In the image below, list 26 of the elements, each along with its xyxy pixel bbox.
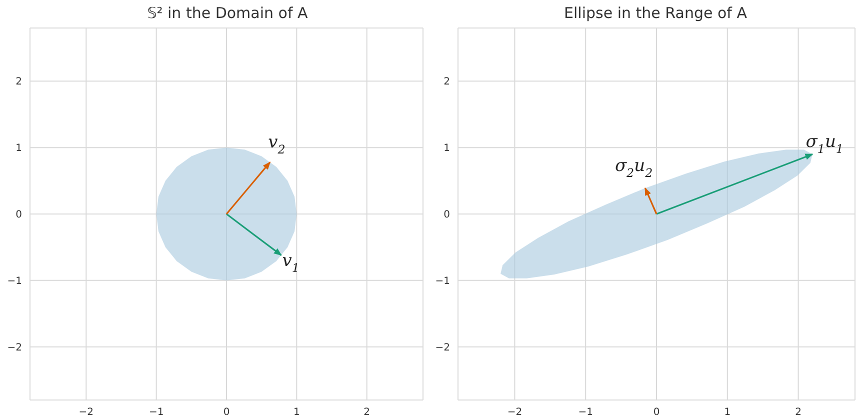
chart-title: Ellipse in the Range of A [563,4,748,22]
series-label: v$_{1}$ [282,251,300,275]
chart-title: 𝕊² in the Domain of A [146,4,309,22]
y-tick-label: 2 [16,76,22,88]
y-tick-label: 2 [444,76,450,88]
x-tick-label: 1 [293,407,300,418]
y-tick-label: −1 [435,276,450,287]
x-tick-label: 2 [364,407,370,418]
series-label: σ$_{2}$u$_{2}$ [614,156,653,180]
y-tick-label: 0 [16,210,22,221]
y-tick-label: −1 [7,276,22,287]
x-tick-label: 2 [795,407,802,418]
x-tick-label: 0 [653,407,660,418]
x-tick-label: −1 [148,407,164,418]
y-tick-label: −2 [7,342,22,354]
y-tick-label: −2 [435,342,450,354]
x-tick-label: −2 [507,407,522,418]
series-label: v$_{2}$ [268,132,286,157]
y-tick-label: 0 [444,210,450,221]
y-tick-label: 1 [444,143,450,154]
x-tick-label: −2 [78,407,94,418]
x-tick-label: −1 [578,407,593,418]
x-tick-label: 0 [223,407,230,418]
y-tick-label: 1 [16,143,22,154]
series-label: σ$_{1}$u$_{1}$ [806,132,844,156]
x-tick-label: 1 [724,407,731,418]
